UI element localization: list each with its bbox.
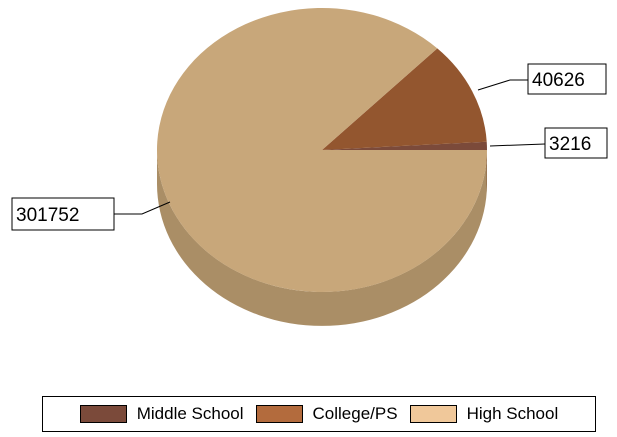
pie-slice-college-ps bbox=[322, 48, 487, 151]
data-label-high-school: 301752 bbox=[16, 205, 79, 226]
data-label-box-middle-school bbox=[544, 127, 608, 159]
data-label-box-high-school bbox=[11, 197, 115, 231]
legend-label-college-ps: College/PS bbox=[312, 404, 398, 423]
pie-slice-high-school bbox=[156, 7, 487, 293]
legend-item-middle-school: Middle School bbox=[79, 404, 244, 424]
leader-line-high-school bbox=[114, 201, 171, 215]
legend-item-college-ps: College/PS bbox=[255, 404, 398, 424]
data-label-college-ps: 40626 bbox=[532, 70, 585, 91]
legend-swatch-college-ps bbox=[255, 405, 303, 423]
leader-line-middle-school bbox=[489, 143, 546, 147]
legend-swatch-middle-school bbox=[79, 405, 127, 423]
leader-line-college-ps bbox=[477, 79, 528, 91]
legend-swatch-high-school bbox=[409, 405, 457, 423]
legend-label-high-school: High School bbox=[466, 404, 559, 423]
data-label-middle-school: 3216 bbox=[549, 134, 591, 155]
legend-label-middle-school: Middle School bbox=[136, 404, 244, 423]
chart-legend: Middle School College/PS High School bbox=[42, 396, 596, 432]
pie-slice-middle-school bbox=[322, 141, 487, 150]
data-label-box-college-ps bbox=[527, 63, 607, 95]
legend-item-high-school: High School bbox=[409, 404, 559, 424]
pie-side-high-school bbox=[157, 150, 487, 326]
